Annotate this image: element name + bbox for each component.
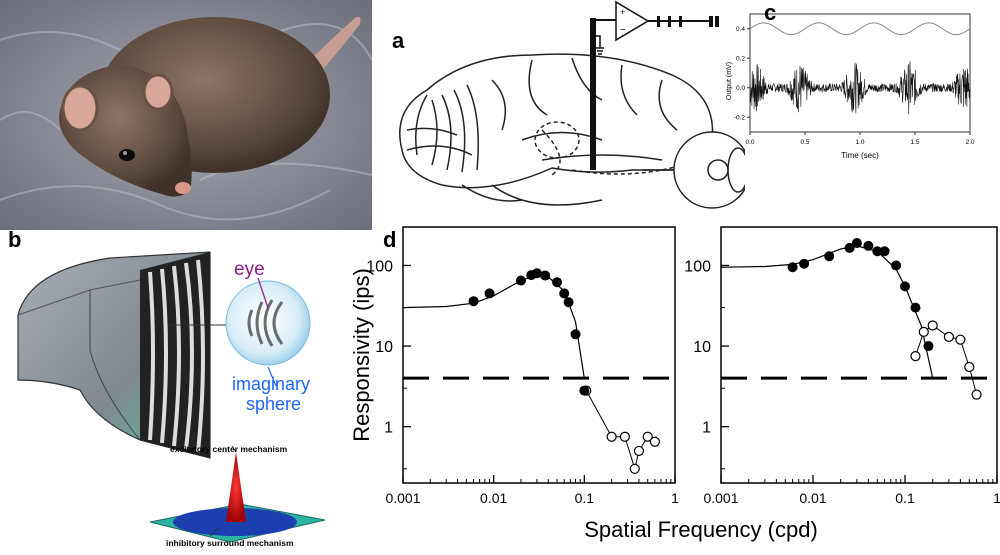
open-point: [927, 320, 938, 331]
open-point: [964, 361, 975, 373]
y-axis-label: Responsivity (ips): [349, 268, 374, 442]
x-tick-label: 0.5: [800, 139, 809, 146]
x-tick-label: 1: [671, 490, 679, 506]
open-point: [918, 326, 929, 337]
open-point: [633, 445, 645, 457]
x-tick-label: 2.0: [965, 139, 974, 146]
y-tick-label: 100: [366, 258, 393, 275]
stimulus-panel: eye imaginary sphere excitatory center m…: [0, 227, 345, 550]
x-tick-label: 1.0: [855, 139, 864, 146]
filled-point: [515, 275, 526, 286]
x-tick-label: 0.1: [895, 490, 915, 506]
open-point: [955, 334, 966, 345]
y-tick-label: 0.2: [736, 55, 745, 62]
svg-text:−: −: [620, 25, 626, 36]
filled-point: [891, 260, 902, 271]
filled-point: [879, 246, 890, 257]
brain-schematic: + − a: [372, 0, 751, 230]
filled-point: [540, 270, 551, 281]
open-point: [910, 351, 921, 362]
open-point: [629, 463, 640, 474]
x-tick-label: 0.01: [480, 490, 507, 506]
y-tick-label: -0.2: [734, 114, 746, 121]
filled-point: [552, 277, 563, 288]
open-point: [619, 431, 630, 442]
plot-frame: [402, 226, 676, 484]
filled-point: [579, 385, 590, 396]
filled-point: [844, 242, 855, 253]
y-tick-label: 10: [693, 339, 711, 356]
y-axis-label: Output (mV): [726, 62, 733, 100]
x-tick-label: 0.001: [385, 490, 420, 506]
stimulus-diagram: eye imaginary sphere excitatory center m…: [17, 251, 326, 548]
x-axis-label: Spatial Frequency (cpd): [584, 517, 818, 542]
x-tick-label: 0.001: [703, 490, 738, 506]
brain-drawing: + −: [399, 0, 751, 209]
rat-photo-image: [0, 0, 373, 230]
filled-point: [863, 240, 874, 251]
open-point: [642, 431, 653, 442]
x-tick-label: 1.5: [910, 139, 919, 146]
panel-label-c: c: [764, 0, 777, 25]
open-point: [649, 436, 660, 447]
filled-point: [799, 258, 810, 269]
open-point: [943, 331, 954, 342]
x-tick-label: 0.1: [575, 490, 595, 506]
x-tick-label: 1: [993, 490, 1000, 506]
filled-point: [484, 288, 495, 299]
y-tick-label: 1: [702, 420, 711, 437]
filled-point: [910, 302, 921, 313]
panel-label-d: d: [383, 227, 397, 252]
stimulus-trace: [749, 22, 971, 36]
x-axis-label: Time (sec): [841, 151, 879, 160]
plot-frame: [720, 226, 998, 484]
open-point: [971, 389, 982, 400]
sphere-label-line2: sphere: [246, 394, 301, 414]
panel-label-b: b: [8, 227, 22, 252]
filled-point: [468, 296, 479, 307]
fit-curve: [402, 274, 585, 379]
open-point: [606, 431, 617, 442]
x-tick-label: 0.01: [799, 490, 826, 506]
svg-text:+: +: [620, 7, 625, 17]
filled-point: [787, 262, 798, 273]
recording-chart: 0.0 0.5 1.0 1.5 2.0 -0.2 0.0 0.2 0.4 Time (sec) Ou…: [726, 13, 975, 160]
eye-label: eye: [234, 259, 265, 280]
filled-point: [570, 329, 581, 340]
filled-point: [923, 341, 934, 352]
x-tick-label: 0.0: [745, 139, 754, 146]
recording-panel: 0.0 0.5 1.0 1.5 2.0 -0.2 0.0 0.2 0.4 Time (sec) Ou…: [724, 0, 1000, 230]
open-series-line: [585, 390, 656, 471]
y-tick-label: 10: [375, 339, 393, 356]
filled-point: [824, 251, 835, 262]
responsivity-panel: 0.001 0.01 0.1 1 1 10 100 0.001 0.01 0.1 1 1 10 100 Re…: [345, 225, 1000, 550]
y-tick-label: 0.4: [736, 26, 745, 33]
filled-point: [872, 246, 883, 257]
panel-label-a: a: [392, 28, 405, 53]
excitatory-label: excitatory center mechanism: [170, 444, 288, 454]
sphere-label-line1: imaginary: [232, 374, 310, 394]
y-tick-label: 1: [384, 420, 393, 437]
filled-point: [900, 281, 910, 292]
filled-point: [559, 288, 570, 299]
response-trace: [749, 61, 971, 115]
filled-point: [563, 297, 574, 308]
filled-point: [851, 237, 862, 248]
y-tick-label: 0.0: [736, 85, 745, 92]
inhibitory-label: inhibitory surround mechanism: [166, 538, 294, 548]
y-tick-label: 100: [684, 258, 711, 275]
filled-point: [531, 268, 542, 279]
rat-photo: [0, 0, 373, 230]
